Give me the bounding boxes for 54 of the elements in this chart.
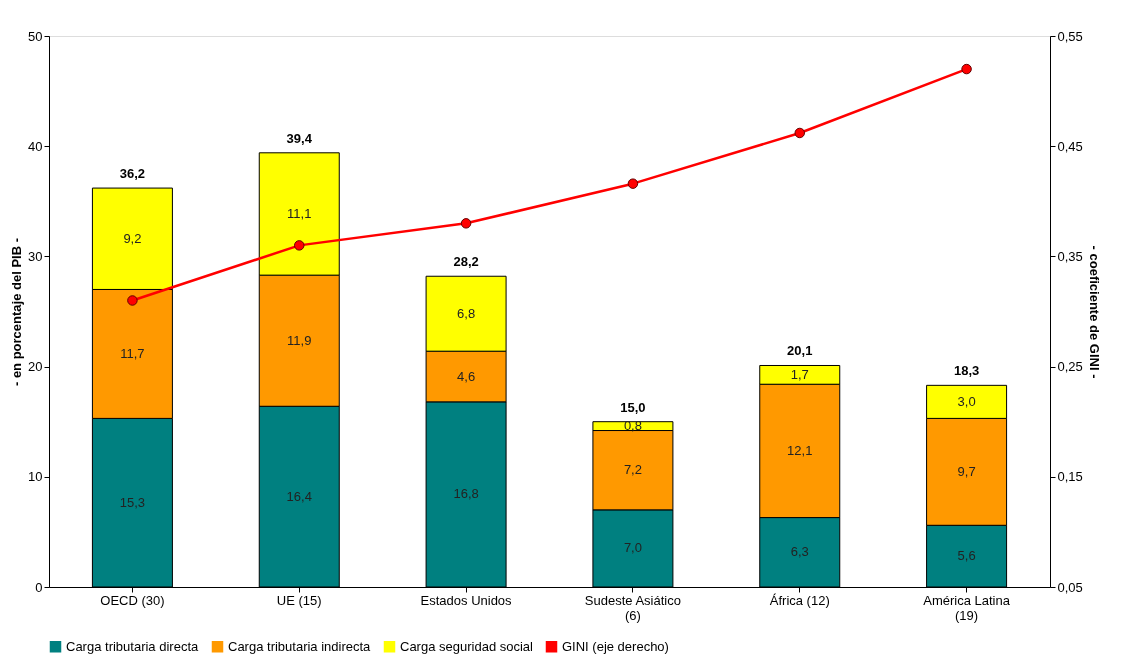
legend-label: Carga tributaria indirecta: [228, 638, 372, 654]
y-tick-label: 50: [28, 28, 43, 44]
data-label: 6,3: [790, 544, 809, 560]
data-label: 6,8: [457, 305, 476, 321]
data-label: 11,7: [120, 345, 145, 361]
data-label: 11,9: [287, 332, 312, 348]
point: [794, 127, 805, 139]
data-label: 9,7: [957, 463, 976, 479]
legend-label: GINI (eje derecho): [562, 638, 669, 654]
x-tick-label: África (12): [769, 592, 830, 608]
data-label: 15,3: [119, 494, 146, 510]
y2-tick-label: 0,25: [1057, 359, 1083, 375]
data-label: 7,2: [623, 462, 642, 478]
data-label: 11,1: [287, 205, 312, 221]
point: [294, 240, 305, 251]
y-tick-label: 10: [28, 469, 43, 485]
total-label: 15,0: [620, 399, 646, 415]
y-tick-label: 20: [28, 359, 43, 375]
y2-tick-label: 0,15: [1057, 469, 1083, 485]
y-tick-label: 0: [35, 579, 43, 595]
total-label: 18,3: [953, 363, 980, 379]
x-tick-label: OECD (30): [100, 592, 165, 608]
y-axis-title: - en porcentaje del PIB -: [9, 237, 25, 387]
total-label: 36,2: [119, 166, 146, 182]
point: [627, 178, 639, 189]
data-label: 0,8: [623, 418, 642, 434]
x-tick-label: UE (15): [276, 592, 322, 608]
data-label: 3,0: [957, 393, 976, 409]
legend-label: Carga seguridad social: [400, 638, 534, 654]
y2-tick-label: 0,45: [1057, 138, 1083, 154]
data-label: 9,2: [123, 230, 142, 246]
y2-tick-label: 0,05: [1057, 579, 1083, 595]
data-label: 12,1: [787, 442, 813, 458]
total-label: 28,2: [453, 254, 479, 270]
legend-label: Carga tributaria directa: [66, 638, 199, 654]
data-label: 5,6: [957, 548, 976, 564]
data-label: 4,6: [457, 368, 476, 384]
x-tick-label: América Latina (19): [923, 592, 1011, 623]
point: [127, 295, 138, 306]
y-tick-label: 40: [28, 138, 43, 154]
x-tick-label: Sudeste Asiático (6): [584, 592, 681, 623]
point: [961, 63, 972, 75]
data-label: 16,4: [286, 488, 312, 504]
point: [460, 218, 472, 229]
data-label: 1,7: [790, 366, 809, 382]
data-label: 7,0: [623, 540, 642, 556]
y-tick-label: 30: [28, 248, 43, 264]
y2-tick-label: 0,35: [1057, 248, 1083, 264]
total-label: 39,4: [286, 130, 313, 146]
y2-axis-title: - coeficiente de GINI -: [1086, 245, 1102, 379]
y2-tick-label: 0,55: [1057, 28, 1083, 44]
data-label: 16,8: [453, 486, 479, 502]
total-label: 20,1: [787, 343, 813, 359]
x-tick-label: Estados Unidos: [420, 592, 513, 608]
